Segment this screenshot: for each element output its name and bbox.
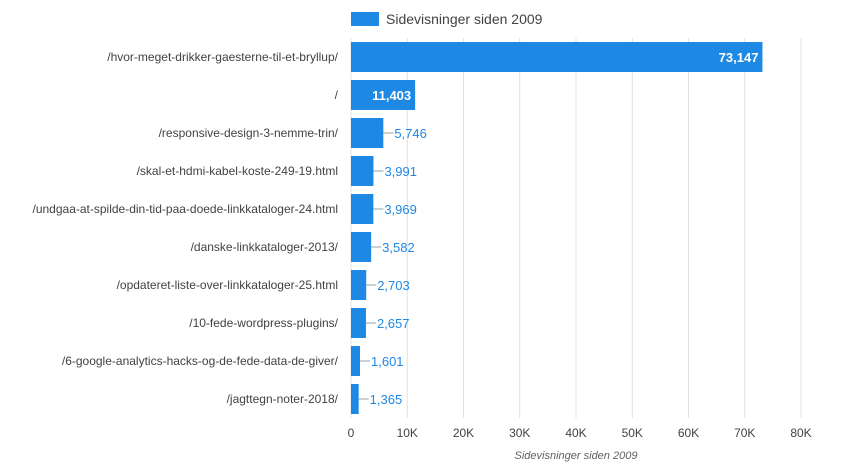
category-label: /danske-linkkataloger-2013/ (191, 240, 339, 254)
legend-swatch (351, 12, 379, 26)
data-label: 73,147 (719, 50, 759, 65)
bar[interactable] (351, 156, 374, 186)
category-label: /10-fede-wordpress-plugins/ (189, 316, 338, 330)
x-tick-label: 70K (734, 426, 755, 440)
gridlines (350, 38, 802, 418)
legend[interactable]: Sidevisninger siden 2009 (351, 11, 543, 27)
category-label: /undgaa-at-spilde-din-tid-paa-doede-link… (32, 202, 338, 216)
bar[interactable] (351, 80, 416, 110)
category-label: /hvor-meget-drikker-gaesterne-til-et-bry… (107, 50, 338, 64)
bar[interactable] (351, 308, 366, 338)
x-tick-label: 40K (565, 426, 586, 440)
bar[interactable] (351, 346, 361, 376)
data-label: 1,365 (370, 392, 403, 407)
bar[interactable] (351, 384, 359, 414)
data-label: 2,657 (377, 316, 410, 331)
category-label: /jagttegn-noter-2018/ (227, 392, 339, 406)
x-tick-label: 0 (348, 426, 355, 440)
bar[interactable] (351, 42, 763, 72)
category-label: /skal-et-hdmi-kabel-koste-249-19.html (137, 164, 338, 178)
legend-label: Sidevisninger siden 2009 (386, 11, 543, 27)
data-label: 3,991 (384, 164, 417, 179)
bar[interactable] (351, 194, 374, 224)
bar[interactable] (351, 232, 372, 262)
data-label: 3,969 (384, 202, 417, 217)
bar[interactable] (351, 118, 384, 148)
bars: 73,147 11,403 5,746 3,991 3,969 3,582 2,703 2,6… (351, 42, 763, 414)
category-labels: /hvor-meget-drikker-gaesterne-til-et-bry… (32, 50, 338, 406)
data-label: 3,582 (382, 240, 415, 255)
x-tick-label: 10K (397, 426, 418, 440)
x-tick-label: 80K (790, 426, 811, 440)
category-label: /responsive-design-3-nemme-trin/ (159, 126, 339, 140)
bar[interactable] (351, 270, 367, 300)
data-label: 2,703 (377, 278, 410, 293)
category-label: /opdateret-liste-over-linkkataloger-25.h… (117, 278, 338, 292)
data-label: 5,746 (394, 126, 427, 141)
x-tick-label: 60K (678, 426, 699, 440)
x-tick-label: 30K (509, 426, 530, 440)
category-label: / (335, 88, 339, 102)
data-label: 1,601 (371, 354, 404, 369)
x-axis-title: Sidevisninger siden 2009 (515, 450, 638, 462)
data-label: 11,403 (372, 88, 411, 103)
x-tick-label: 50K (622, 426, 643, 440)
x-tick-labels: 0 10K 20K 30K 40K 50K 60K 70K 80K (348, 426, 812, 440)
x-tick-label: 20K (453, 426, 474, 440)
category-label: /6-google-analytics-hacks-og-de-fede-dat… (62, 354, 339, 368)
